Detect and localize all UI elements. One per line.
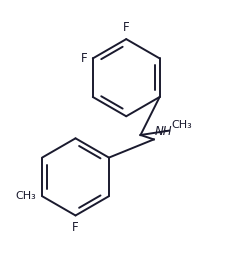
- Text: CH₃: CH₃: [171, 119, 191, 130]
- Text: F: F: [122, 21, 129, 34]
- Text: NH: NH: [154, 125, 172, 138]
- Text: CH₃: CH₃: [16, 191, 36, 201]
- Text: F: F: [72, 221, 79, 234]
- Text: F: F: [80, 52, 87, 65]
